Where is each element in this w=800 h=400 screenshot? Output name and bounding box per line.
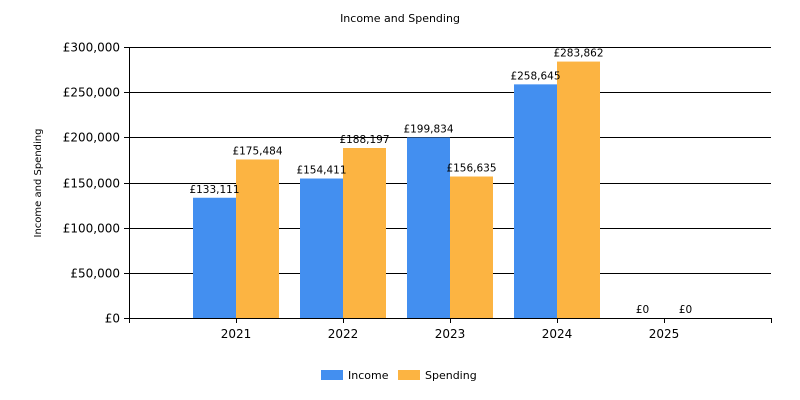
y-tick-label: £250,000 — [63, 86, 120, 100]
x-tick-label: 2025 — [649, 327, 680, 341]
data-label-spending: £188,197 — [339, 134, 389, 146]
data-label-income: £258,645 — [510, 70, 560, 82]
data-label-spending: £283,862 — [553, 48, 603, 60]
x-tick-label: 2022 — [328, 327, 359, 341]
data-label-spending: £175,484 — [232, 145, 282, 157]
axes: £0 £50,000 £100,000 £150,000 £200,000 £250,00… — [63, 41, 772, 341]
bar-spending — [557, 61, 600, 318]
x-tick-label: 2021 — [221, 327, 252, 341]
x-tick-label: 2023 — [435, 327, 466, 341]
bar-spending — [450, 176, 493, 318]
y-tick-label: £50,000 — [70, 267, 120, 281]
chart-title: Income and Spending — [340, 12, 460, 25]
bar-spending — [236, 159, 279, 318]
legend-label-income: Income — [348, 369, 389, 382]
y-tick-label: £200,000 — [63, 131, 120, 145]
bars — [193, 61, 600, 318]
data-label-income: £0 — [636, 304, 649, 316]
y-tick-label: £0 — [105, 312, 120, 326]
legend-swatch-income — [321, 370, 343, 380]
bar-income — [193, 197, 236, 318]
bar-income — [407, 137, 450, 318]
data-label-spending: £156,635 — [446, 163, 496, 175]
data-label-income: £133,111 — [189, 184, 239, 196]
data-label-income: £199,834 — [403, 123, 453, 135]
bar-income — [514, 84, 557, 318]
y-tick-label: £100,000 — [63, 222, 120, 236]
y-tick-label: £300,000 — [63, 41, 120, 55]
x-tick-label: 2024 — [542, 327, 573, 341]
data-label-income: £154,411 — [296, 165, 346, 177]
legend-label-spending: Spending — [425, 369, 477, 382]
y-axis-label: Income and Spending — [33, 129, 44, 238]
bar-spending — [343, 147, 386, 318]
legend-swatch-spending — [398, 370, 420, 380]
data-label-spending: £0 — [679, 304, 692, 316]
bar-income — [300, 178, 343, 318]
legend: Income Spending — [321, 369, 477, 382]
data-labels: £133,111 £175,484 £154,411 £188,197 £199,834… — [189, 48, 692, 316]
y-tick-label: £150,000 — [63, 177, 120, 191]
